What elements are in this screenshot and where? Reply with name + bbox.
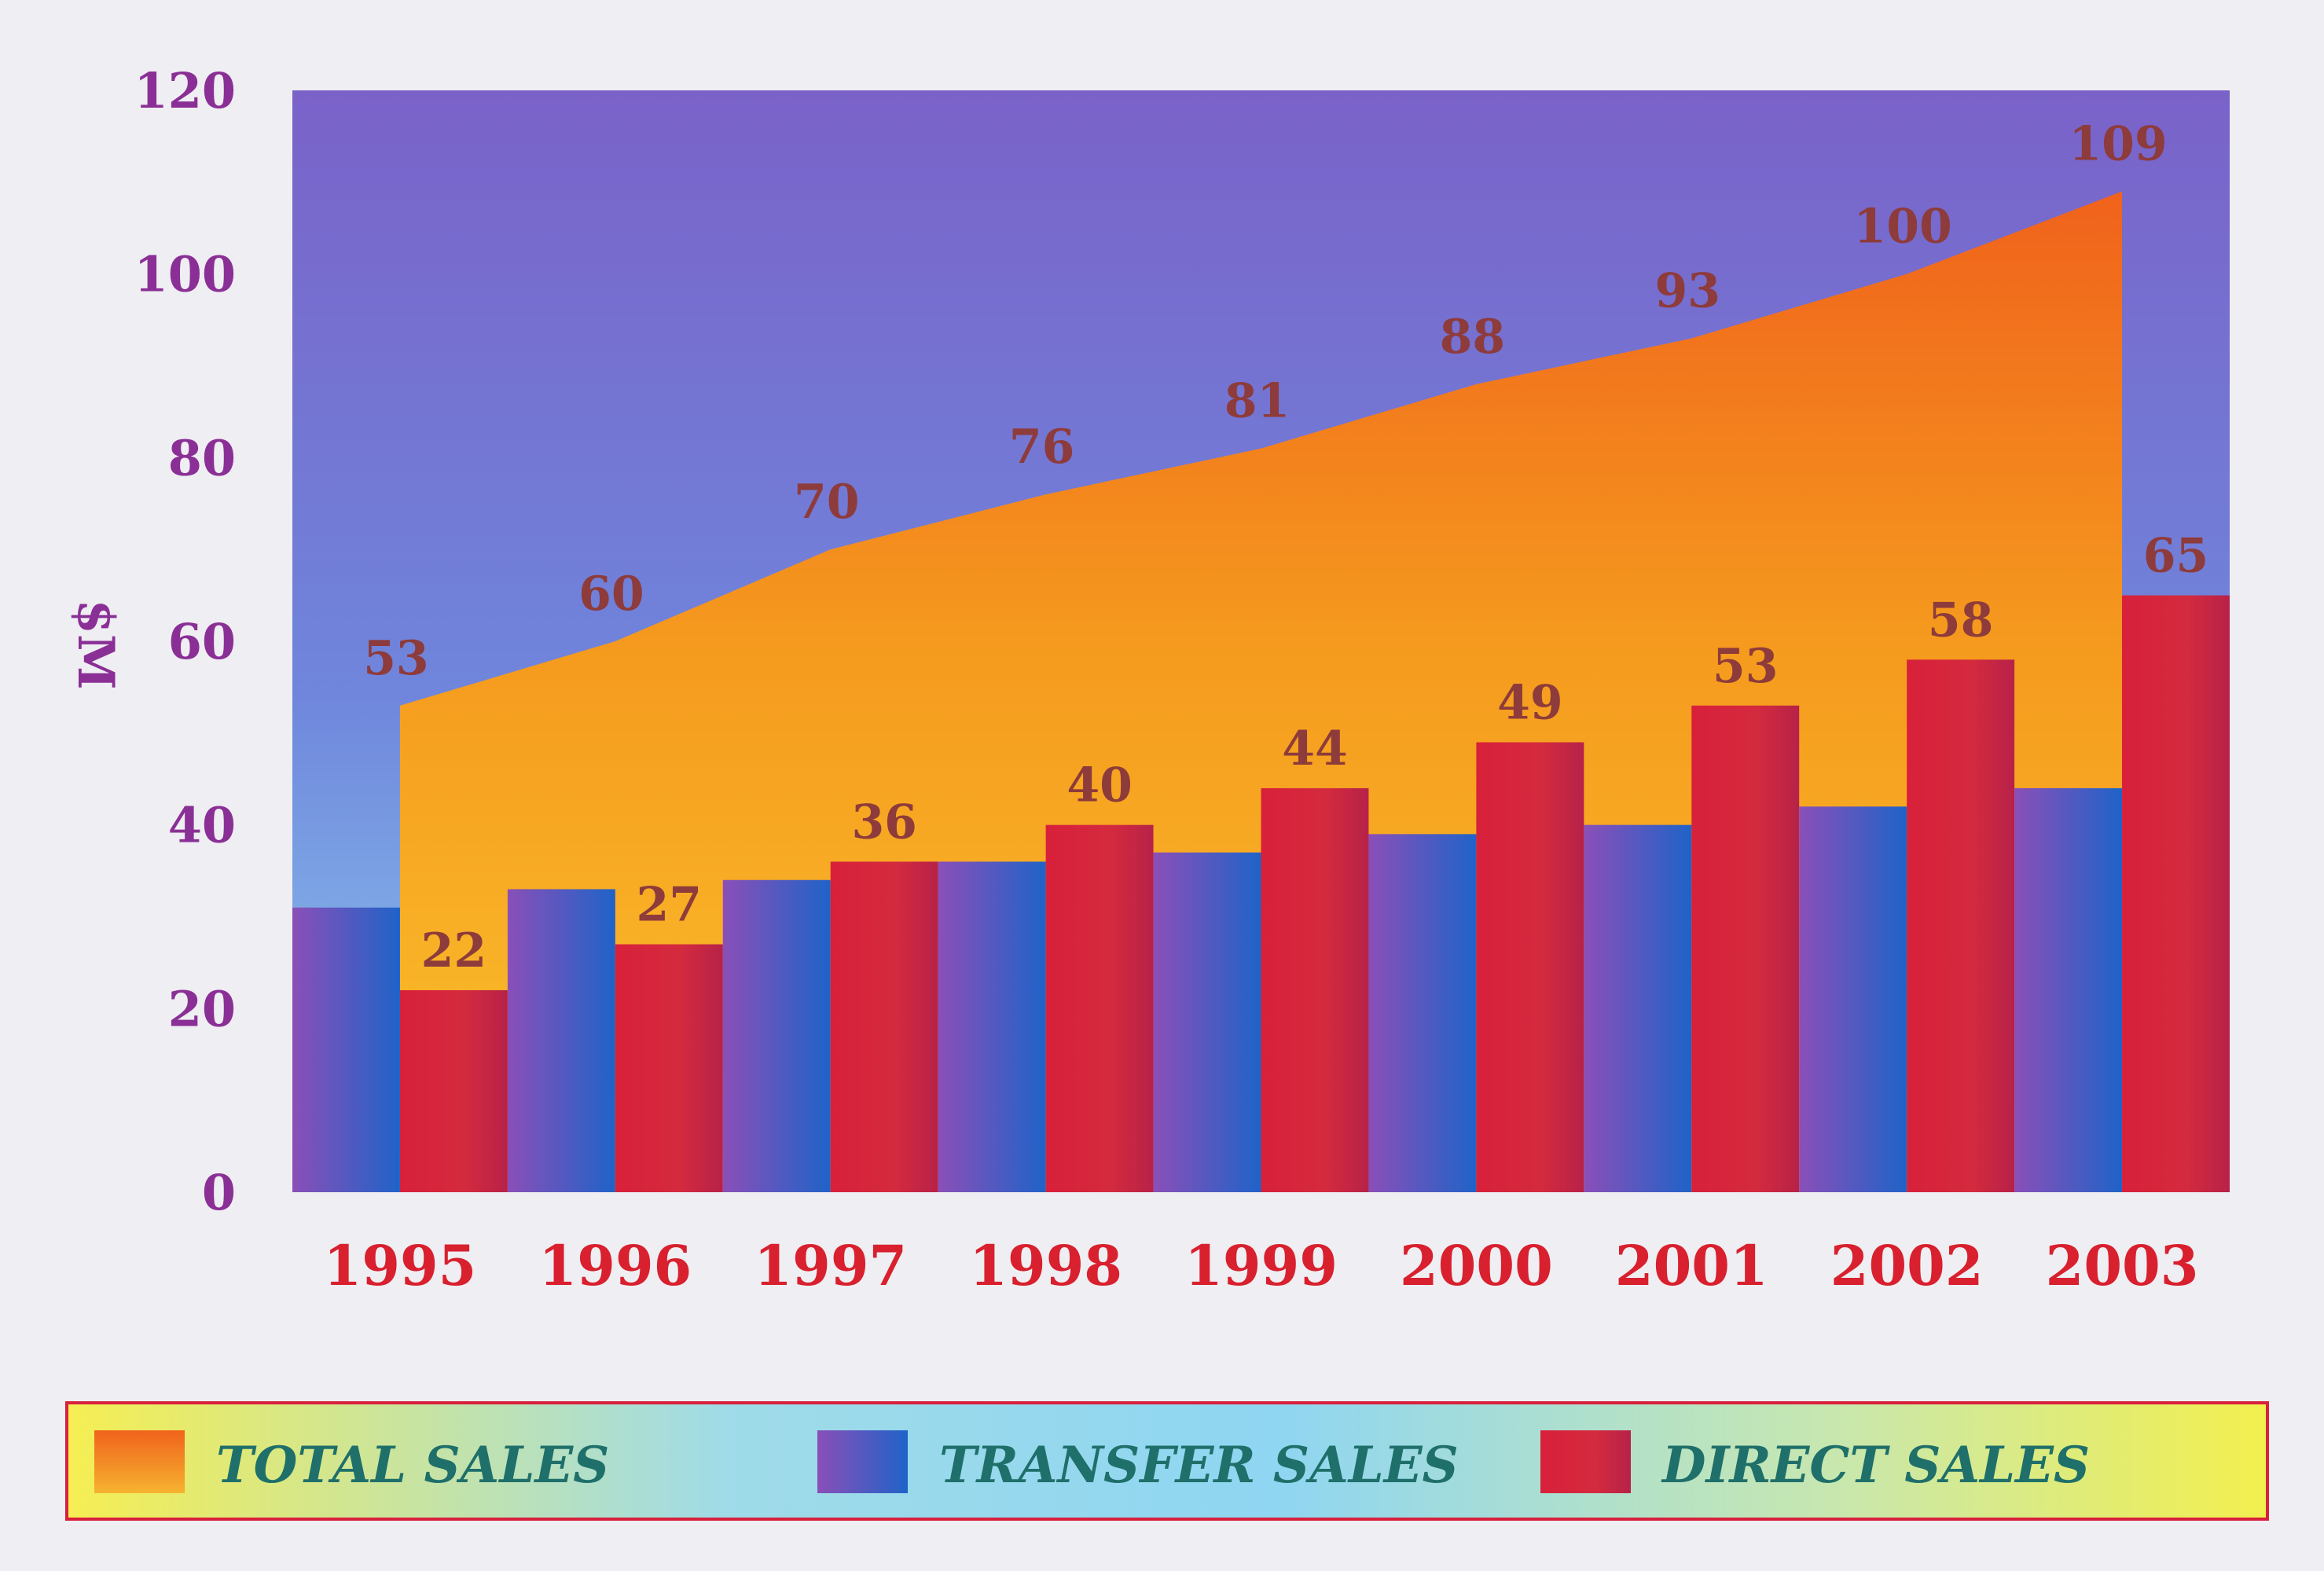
direct-sales-label-1999: 44 <box>1282 721 1348 776</box>
direct-sales-label-1998: 40 <box>1067 758 1133 813</box>
legend-label-direct-sales: DIRECT SALES <box>1661 1436 2090 1495</box>
y-tick-label-0: 0 <box>202 1164 236 1221</box>
total-sales-label-1998: 76 <box>1009 420 1075 475</box>
transfer-sales-bar-1998 <box>938 861 1046 1192</box>
x-tick-label-1997: 1997 <box>754 1233 907 1298</box>
total-sales-label-2002: 100 <box>1854 200 1952 255</box>
y-axis-label: $M <box>66 599 125 689</box>
direct-sales-bar-2001 <box>1691 705 1800 1192</box>
transfer-sales-bar-1999 <box>1153 852 1261 1192</box>
direct-sales-bar-1999 <box>1261 787 1369 1192</box>
y-tick-label-20: 20 <box>168 980 236 1037</box>
direct-sales-bar-2000 <box>1476 742 1584 1192</box>
y-tick-label-40: 40 <box>168 797 236 854</box>
transfer-sales-bar-2001 <box>1584 824 1692 1192</box>
direct-sales-label-2003: 65 <box>2143 529 2209 584</box>
direct-sales-label-2001: 53 <box>1713 639 1779 694</box>
direct-sales-bar-2003 <box>2122 595 2230 1192</box>
direct-sales-bar-1997 <box>830 861 938 1192</box>
transfer-sales-bar-2002 <box>1799 806 1907 1192</box>
direct-sales-bar-1996 <box>615 944 723 1192</box>
x-tick-label-1999: 1999 <box>1184 1233 1338 1298</box>
x-tick-label-1998: 1998 <box>969 1233 1122 1298</box>
y-tick-label-120: 120 <box>134 62 236 119</box>
y-tick-label-100: 100 <box>134 246 236 303</box>
y-tick-label-80: 80 <box>168 429 236 486</box>
total-sales-label-1996: 60 <box>578 567 644 622</box>
direct-sales-label-2002: 58 <box>1928 593 1994 648</box>
total-sales-label-1995: 53 <box>363 631 429 686</box>
legend-label-total-sales: TOTAL SALES <box>216 1436 609 1495</box>
total-sales-label-1997: 70 <box>794 475 860 530</box>
direct-sales-label-1997: 36 <box>851 795 917 850</box>
legend-swatch-transfer-sales <box>817 1430 908 1493</box>
direct-sales-label-2000: 49 <box>1497 676 1563 731</box>
total-sales-label-1999: 81 <box>1224 374 1290 429</box>
legend: TOTAL SALES TRANSFER SALES DIRECT SALES <box>65 1401 2269 1521</box>
x-tick-label-2001: 2001 <box>1615 1233 1768 1298</box>
direct-sales-bar-1998 <box>1045 824 1154 1192</box>
transfer-sales-bar-2000 <box>1368 834 1477 1192</box>
legend-box <box>65 1401 2269 1521</box>
transfer-sales-bar-1995 <box>292 907 400 1192</box>
total-sales-label-2000: 88 <box>1440 310 1506 365</box>
legend-label-transfer-sales: TRANSFER SALES <box>939 1436 1459 1495</box>
total-sales-label-2003: 109 <box>2069 117 2167 172</box>
transfer-sales-bar-2003 <box>2014 787 2123 1192</box>
transfer-sales-bar-1997 <box>722 879 831 1192</box>
direct-sales-bar-1995 <box>399 989 508 1192</box>
transfer-sales-bar-1996 <box>507 889 615 1192</box>
legend-swatch-direct-sales <box>1540 1430 1631 1493</box>
x-tick-label-1996: 1996 <box>538 1233 692 1298</box>
direct-sales-label-1995: 22 <box>421 923 487 978</box>
x-tick-label-2003: 2003 <box>2046 1233 2199 1298</box>
direct-sales-bar-2002 <box>1907 659 2015 1192</box>
legend-swatch-total-sales <box>94 1430 185 1493</box>
x-tick-label-2002: 2002 <box>1830 1233 1984 1298</box>
x-tick-label-1995: 1995 <box>324 1233 477 1298</box>
direct-sales-label-1996: 27 <box>637 878 703 933</box>
y-tick-label-60: 60 <box>168 613 236 670</box>
total-sales-label-2001: 93 <box>1655 263 1721 318</box>
x-tick-label-2000: 2000 <box>1400 1233 1553 1298</box>
